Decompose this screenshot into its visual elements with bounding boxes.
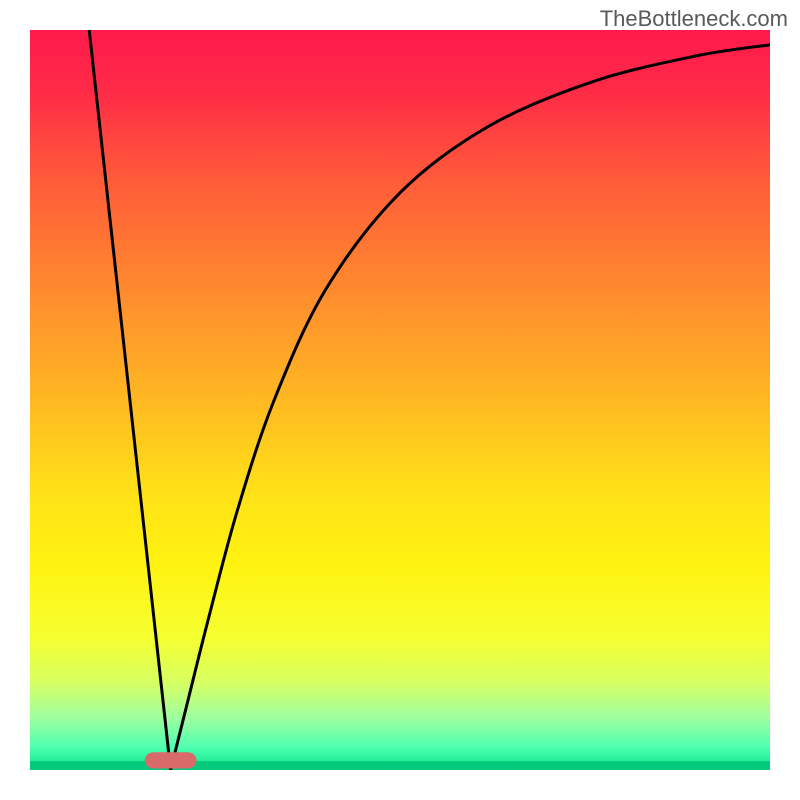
plot-svg [30,30,770,770]
baseline-strip [30,761,770,770]
optimal-range-marker [145,752,197,768]
plot-area [30,30,770,770]
watermark-text: TheBottleneck.com [600,6,788,32]
chart-container: TheBottleneck.com [0,0,800,800]
gradient-background [30,30,770,770]
